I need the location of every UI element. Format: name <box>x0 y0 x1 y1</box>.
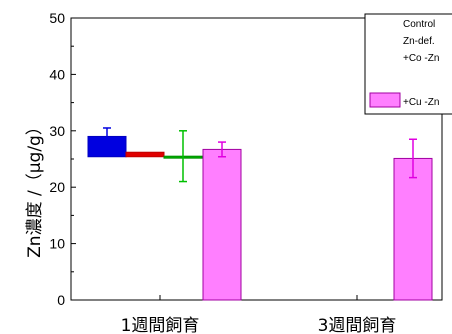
bar-3-1 <box>393 157 433 301</box>
legend-label-cu-zn: +Cu -Zn <box>403 97 439 108</box>
y-tick-label: 30 <box>49 123 65 139</box>
bar-1-0 <box>125 151 165 158</box>
bar-marks <box>87 127 433 301</box>
y-tick-label: 40 <box>49 66 65 82</box>
y-axis: 0 10 20 30 40 50 <box>49 10 76 308</box>
legend-label-co-zn: +Co -Zn <box>403 53 439 64</box>
y-tick-label: 50 <box>49 10 65 26</box>
legend-label-zn-def: Zn-def. <box>403 36 435 47</box>
legend-label-control: Control <box>403 19 435 30</box>
category-labels: 1週間飼育 3週間飼育 <box>121 295 397 334</box>
y-axis-title: Zn濃度 /（μg/g） <box>25 118 45 258</box>
legend-swatch-cu-zn <box>369 92 401 108</box>
x-tick-label: 3週間飼育 <box>318 316 397 334</box>
y-tick-label: 10 <box>49 236 65 252</box>
x-tick-label: 1週間飼育 <box>121 316 200 334</box>
legend: Control Zn-def. +Co -Zn +Cu -Zn <box>364 13 452 115</box>
y-tick-label: 0 <box>57 292 65 308</box>
bar-3-0 <box>202 148 242 301</box>
y-tick-label: 20 <box>49 179 65 195</box>
